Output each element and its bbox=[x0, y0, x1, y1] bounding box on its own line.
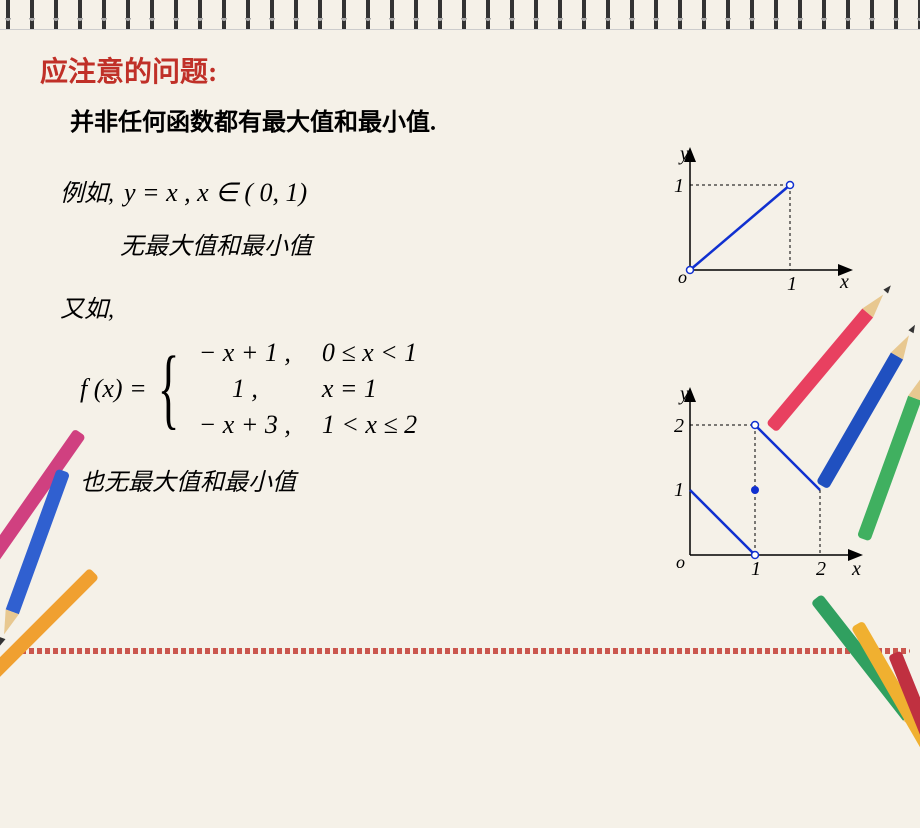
graph1-svg: o x y 1 1 bbox=[660, 140, 860, 310]
spiral-binding bbox=[0, 0, 920, 30]
xtick: 1 bbox=[751, 558, 761, 580]
origin-label: o bbox=[678, 267, 687, 287]
page-title: 应注意的问题: bbox=[40, 50, 890, 90]
ytick: 1 bbox=[674, 479, 684, 501]
ytick: 1 bbox=[674, 175, 684, 197]
graph1: o x y 1 1 bbox=[660, 140, 860, 310]
wavy-underline bbox=[10, 648, 910, 654]
case-row: − x + 1 , 0 ≤ x < 1 bbox=[180, 338, 450, 368]
origin-label: o bbox=[676, 552, 685, 572]
y-axis-label: y bbox=[678, 383, 689, 405]
y-axis-label: y bbox=[678, 143, 689, 165]
xtick: 1 bbox=[787, 273, 797, 295]
case-row: 1 , x = 1 bbox=[180, 374, 450, 404]
page-subtitle: 并非任何函数都有最大值和最小值. bbox=[70, 102, 890, 137]
graph2-svg: o x y 1 2 1 2 bbox=[660, 380, 870, 590]
example1-label: 例如, bbox=[60, 173, 114, 208]
example1-formula: y = x , x ∈ ( 0, 1) bbox=[124, 178, 307, 208]
brace-icon: { bbox=[157, 351, 179, 428]
ytick: 2 bbox=[674, 415, 684, 437]
case-row: − x + 3 , 1 < x ≤ 2 bbox=[180, 410, 450, 440]
x-axis-label: x bbox=[851, 558, 861, 580]
x-axis-label: x bbox=[839, 271, 849, 293]
fn-lhs: f (x) = bbox=[80, 374, 147, 404]
xtick: 2 bbox=[816, 558, 826, 580]
cases: − x + 1 , 0 ≤ x < 1 1 , x = 1 − x + 3 , … bbox=[180, 338, 450, 440]
